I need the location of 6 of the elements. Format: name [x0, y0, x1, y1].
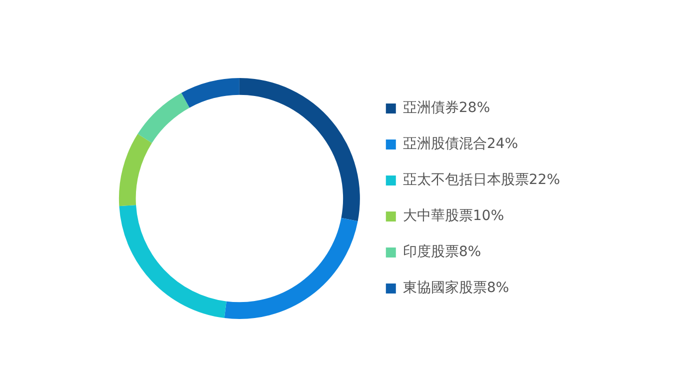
legend-label: 印度股票8% — [402, 244, 482, 260]
legend-label: 東協國家股票8% — [402, 280, 510, 296]
legend-label: 亞洲股債混合24% — [402, 136, 518, 152]
legend-label: 亞太不包括日本股票22% — [402, 172, 560, 188]
legend-label: 大中華股票10% — [402, 208, 504, 224]
legend-label: 亞洲債券28% — [402, 100, 490, 116]
